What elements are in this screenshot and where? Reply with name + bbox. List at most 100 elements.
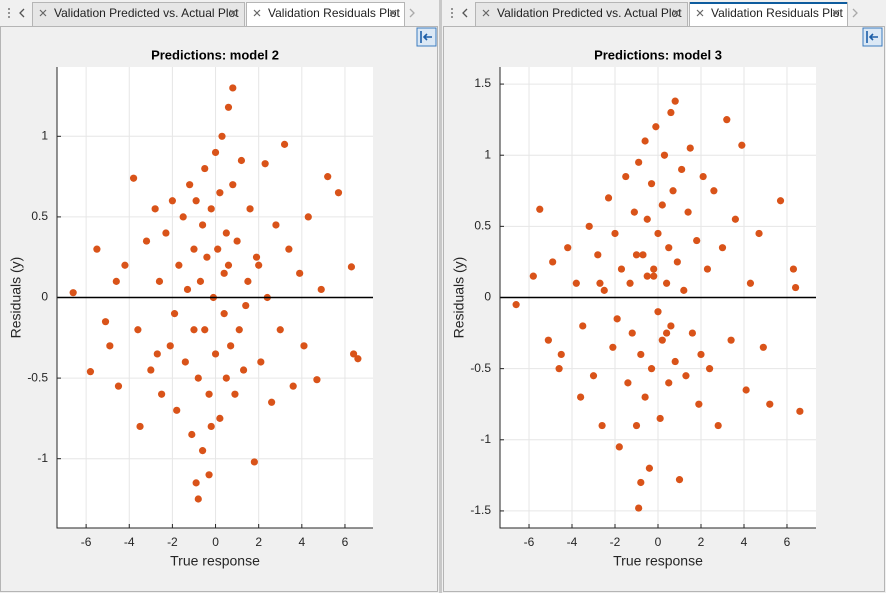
data-point (693, 236, 701, 245)
data-point (585, 222, 593, 230)
scroll-right-button[interactable] (409, 8, 415, 18)
tab[interactable] (475, 2, 688, 27)
tab-close[interactable] (696, 9, 704, 17)
x-tick-label: 0 (655, 535, 662, 549)
data-point (203, 253, 211, 261)
data-point (671, 357, 679, 366)
tab-close[interactable] (253, 9, 261, 17)
data-point (665, 379, 673, 387)
data-point (227, 342, 235, 350)
data-point (142, 237, 151, 245)
data-point (635, 158, 643, 166)
data-point (647, 180, 656, 188)
tab-label[interactable]: Validation Predicted vs. Actual Plot (497, 6, 682, 20)
data-point (198, 221, 207, 229)
data-point (244, 277, 252, 285)
data-point (69, 289, 77, 297)
tab-close[interactable] (482, 9, 490, 17)
data-point (641, 393, 649, 401)
data-point (596, 279, 604, 287)
data-point (673, 258, 681, 266)
data-point (675, 476, 684, 484)
data-point (654, 308, 662, 316)
data-point (158, 390, 166, 398)
data-point (660, 151, 669, 159)
data-point (218, 132, 226, 140)
data-point (106, 342, 114, 350)
data-point (235, 326, 243, 334)
data-point (686, 144, 694, 152)
data-point (349, 350, 358, 358)
data-point (211, 350, 220, 358)
x-tick-label: -2 (167, 535, 178, 549)
scroll-right-button[interactable] (852, 8, 858, 18)
tab-label[interactable]: Validation Residuals Plot (711, 6, 844, 20)
data-point (645, 464, 654, 472)
x-tick-label: -2 (610, 535, 621, 549)
data-point (564, 244, 572, 252)
x-tick-label: 4 (741, 535, 748, 549)
data-point (635, 504, 643, 512)
data-point (198, 447, 207, 455)
grip-dot (451, 8, 453, 10)
tab-close[interactable] (672, 9, 680, 17)
data-point (512, 301, 520, 309)
tab-label[interactable]: Validation Residuals Plot (268, 6, 401, 20)
data-point (250, 458, 258, 466)
data-point (183, 285, 192, 294)
x-tick-label: 2 (255, 535, 262, 549)
data-point (650, 272, 658, 280)
data-point (304, 213, 312, 221)
data-point (237, 156, 246, 165)
y-tick-label: -1.5 (470, 503, 491, 517)
data-point (536, 205, 544, 213)
data-point (233, 237, 241, 245)
data-point (224, 261, 233, 269)
data-point (313, 376, 321, 384)
data-point (186, 181, 194, 189)
tab-close[interactable] (389, 9, 397, 17)
grip-dot (451, 12, 453, 14)
x-tick-label: -6 (524, 535, 535, 549)
data-point (224, 103, 233, 111)
data-point (121, 261, 129, 269)
data-point (173, 406, 181, 414)
data-point (662, 279, 671, 287)
data-point (257, 358, 265, 366)
data-point (622, 172, 630, 181)
tab-close[interactable] (39, 9, 47, 17)
data-point (242, 301, 250, 310)
data-point (658, 201, 666, 209)
data-point (641, 137, 649, 145)
chart-title: Predictions: model 3 (594, 47, 722, 62)
data-point (86, 368, 95, 376)
tab[interactable] (246, 2, 405, 27)
data-point (168, 197, 176, 205)
data-point (239, 366, 248, 374)
tab-close[interactable] (832, 9, 840, 17)
x-tick-label: 4 (298, 535, 305, 549)
tab-label[interactable]: Validation Predicted vs. Actual Plot (54, 6, 239, 20)
data-point (759, 343, 767, 351)
data-point (216, 414, 224, 422)
scroll-left-button[interactable] (19, 8, 25, 18)
data-point (697, 350, 705, 359)
data-point (594, 251, 602, 259)
data-point (598, 421, 606, 430)
scroll-left-button[interactable] (462, 8, 468, 18)
data-point (134, 326, 142, 334)
data-point (658, 336, 666, 344)
data-point (285, 245, 293, 253)
data-point (201, 326, 209, 334)
data-point (555, 365, 563, 373)
x-axis-label: True response (613, 553, 703, 569)
data-point (718, 244, 727, 252)
y-tick-label: 1.5 (474, 76, 491, 90)
tab[interactable] (32, 2, 245, 27)
data-point (589, 372, 598, 380)
data-point (604, 194, 613, 202)
data-point (766, 400, 774, 408)
data-point (611, 229, 619, 238)
data-point (577, 393, 585, 401)
tab-close[interactable] (229, 9, 237, 17)
